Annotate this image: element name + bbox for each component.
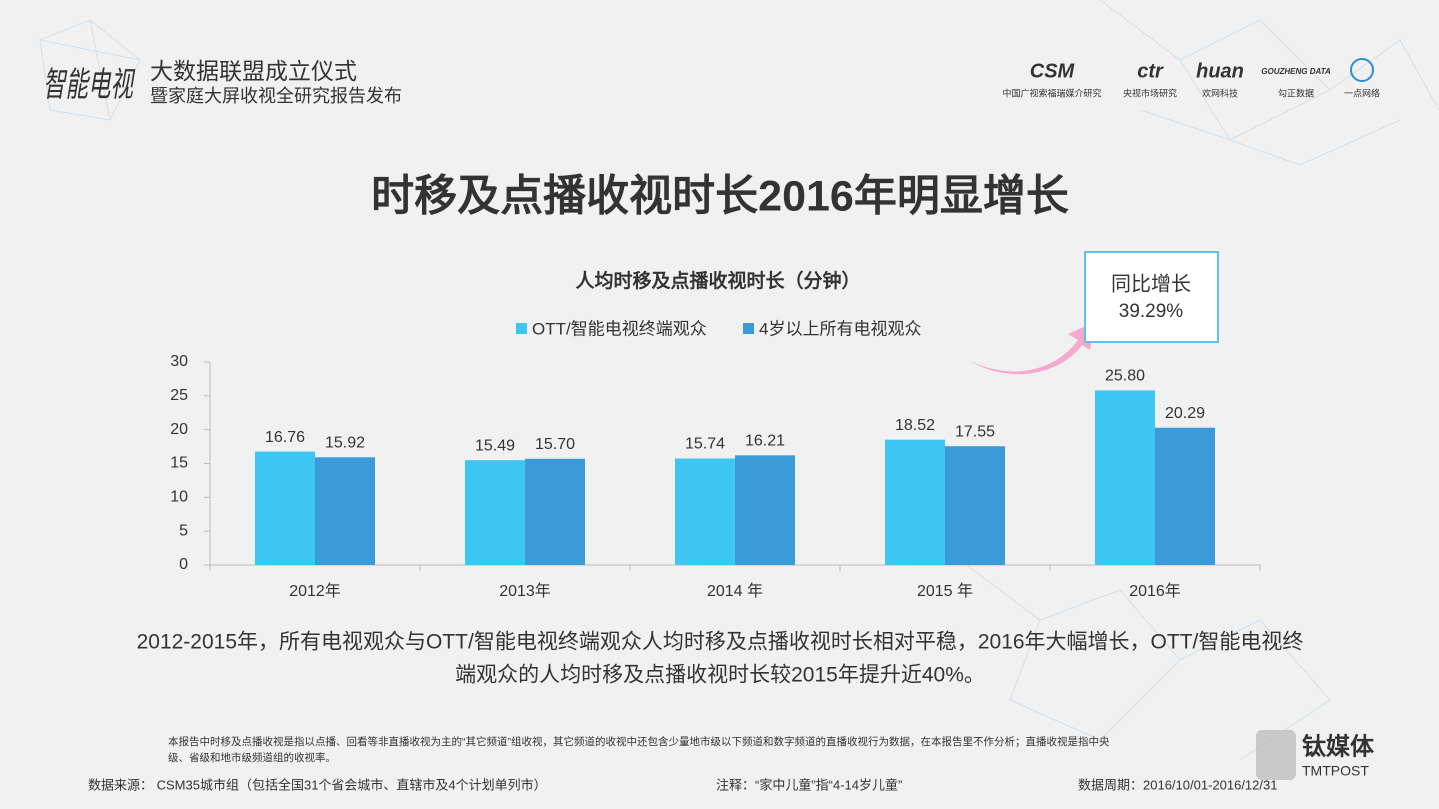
value-label: 18.52: [895, 417, 935, 434]
note: 注释：“家中儿童”指“4-14岁儿童”: [716, 777, 902, 792]
callout-value: 39.29%: [1119, 301, 1184, 322]
y-tick-label: 20: [170, 421, 188, 438]
logo-text: 智能电视: [43, 67, 136, 104]
bar: [1095, 390, 1155, 565]
legend-label: 4岁以上所有电视观众: [759, 319, 921, 338]
x-tick-label: 2012年: [289, 582, 341, 600]
bar: [945, 446, 1005, 565]
y-tick-label: 10: [170, 489, 188, 506]
footnote-line: 本报告中时移及点播收视是指以点播、回看等非直播收视为主的“其它频道”组收视，其它…: [168, 735, 1110, 748]
partner-caption: 央视市场研究: [1123, 87, 1177, 98]
x-tick-label: 2015 年: [917, 582, 973, 600]
partner-caption: 中国广视索福瑞媒介研究: [1002, 87, 1101, 98]
partner-logo: GOUZHENG DATA: [1261, 67, 1331, 76]
legend-swatch: [743, 323, 754, 334]
footnote-line: 级、省级和地市级频道组的收视率。: [168, 751, 336, 764]
value-label: 15.92: [325, 434, 365, 451]
bar: [735, 455, 795, 565]
watermark-cn: 钛媒体: [1302, 733, 1375, 760]
data-source: 数据来源： CSM35城市组（包括全国31个省会城市、直辖市及4个计划单列市）: [88, 777, 547, 792]
bar: [255, 451, 315, 565]
bar: [675, 458, 735, 565]
summary-line: 2012-2015年，所有电视观众与OTT/智能电视终端观众人均时移及点播收视时…: [137, 631, 1304, 654]
callout-label: 同比增长: [1111, 272, 1191, 295]
legend-swatch: [516, 323, 527, 334]
bar: [885, 439, 945, 565]
callout-box: [1084, 251, 1219, 343]
value-label: 20.29: [1165, 405, 1205, 422]
watermark-en: TMTPOST: [1302, 763, 1369, 779]
y-tick-label: 0: [179, 556, 188, 573]
x-tick-label: 2013年: [499, 582, 551, 600]
bar: [465, 460, 525, 565]
callout-arrow: [968, 322, 1095, 375]
value-label: 15.70: [535, 436, 575, 453]
event-title: 大数据联盟成立仪式: [150, 58, 357, 84]
bar: [315, 457, 375, 565]
partner-icon: [1350, 58, 1374, 82]
watermark-icon: [1256, 730, 1296, 780]
value-label: 15.49: [475, 437, 515, 454]
chart-title: 人均时移及点播收视时长（分钟）: [575, 269, 860, 292]
value-label: 17.55: [955, 423, 995, 440]
partner-caption: 勾正数据: [1278, 87, 1314, 98]
data-period: 数据周期：2016/10/01-2016/12/31: [1078, 777, 1277, 792]
event-subtitle: 暨家庭大屏收视全研究报告发布: [150, 86, 402, 106]
summary-line: 端观众的人均时移及点播收视时长较2015年提升近40%。: [455, 664, 985, 687]
partner-logo: ctr: [1137, 60, 1164, 82]
partner-caption: 一点网络: [1344, 87, 1380, 98]
partner-logos: CSM 中国广视索福瑞媒介研究 ctr 央视市场研究 huan 欢网科技 GOUZHENG …: [1002, 58, 1380, 98]
slide-title: 时移及点播收视时长2016年明显增长: [371, 172, 1069, 220]
bar: [1155, 427, 1215, 565]
legend-label: OTT/智能电视终端观众: [532, 319, 707, 338]
value-label: 16.76: [265, 429, 305, 446]
chart: 人均时移及点播收视时长（分钟） 0 5 10 15 20 25 30 OTT/智能电视终端观众…: [170, 269, 1261, 600]
x-tick-label: 2014 年: [707, 582, 763, 600]
value-label: 25.80: [1105, 368, 1145, 385]
value-label: 15.74: [685, 436, 725, 453]
y-tick-label: 15: [170, 455, 188, 472]
value-label: 16.21: [745, 433, 785, 450]
partner-caption: 欢网科技: [1202, 87, 1238, 98]
y-tick-label: 30: [170, 353, 188, 370]
bar: [525, 458, 585, 565]
x-tick-label: 2016年: [1129, 582, 1181, 600]
y-tick-label: 25: [170, 387, 188, 404]
partner-logo: huan: [1196, 60, 1244, 82]
partner-logo: CSM: [1030, 60, 1076, 82]
y-tick-label: 5: [179, 522, 188, 539]
